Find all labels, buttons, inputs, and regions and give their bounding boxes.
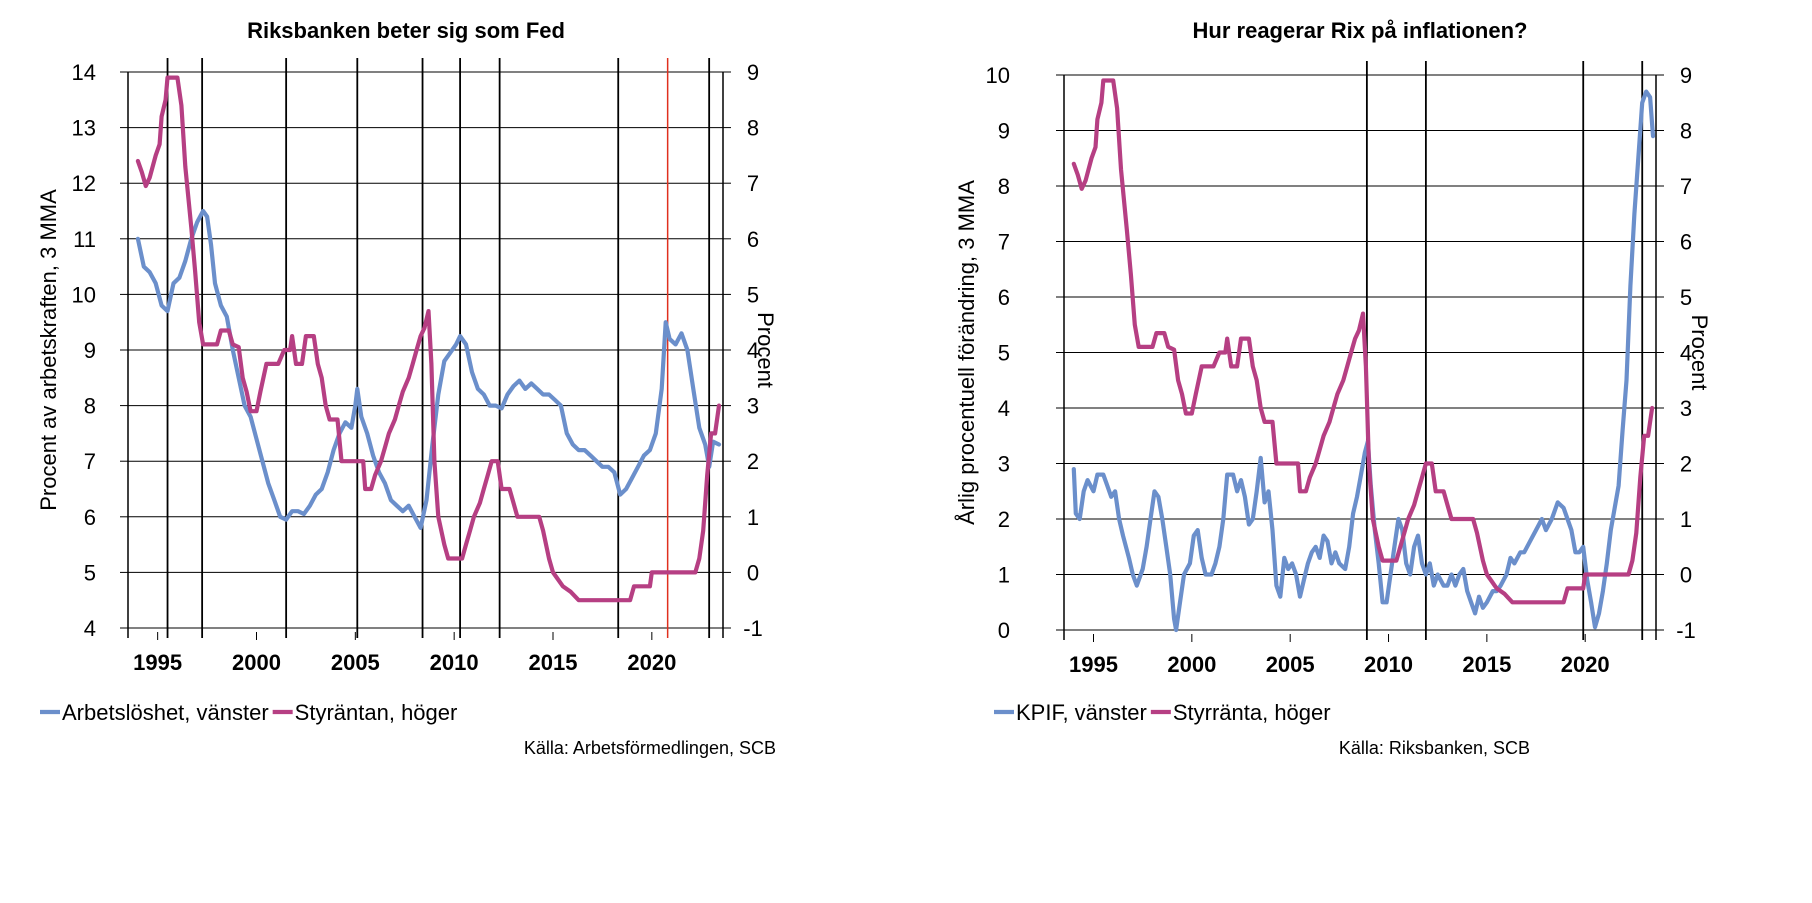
y-right-tick-label: 0 [1680, 563, 1692, 588]
y-left-tick-label: 7 [998, 230, 1010, 255]
chart-title: Riksbanken beter sig som Fed [247, 18, 565, 43]
legend-label: Styrränta, höger [1173, 700, 1331, 725]
y-left-tick-label: 13 [72, 116, 96, 141]
y-axis-left-label: Procent av arbetskraften, 3 MMA [36, 189, 61, 511]
y-right-tick-label: 8 [747, 116, 759, 141]
x-tick-label: 1995 [1069, 652, 1118, 677]
x-tick-label: 2010 [430, 650, 479, 675]
y-right-tick-label: 1 [1680, 507, 1692, 532]
y-left-tick-label: 5 [998, 341, 1010, 366]
chart-left-svg: Riksbanken beter sig som Fed456789101112… [36, 18, 778, 758]
x-tick-label: 2010 [1364, 652, 1413, 677]
y-right-tick-label: 5 [1680, 285, 1692, 310]
y-left-tick-label: 6 [84, 505, 96, 530]
chart-right-svg: Hur reagerar Rix på inflationen? 0 1 2 3 4 5 6 7… [954, 18, 1712, 758]
y-axis-right-label: Procent [1687, 315, 1712, 391]
y-left-tick-label: 0 [998, 618, 1010, 643]
y-left-tick-label: 9 [998, 119, 1010, 144]
chart-panel-left: Riksbanken beter sig som Fed 4 5 6 7 8 9 10 11 12… [0, 0, 906, 898]
y-left-tick-label: 14 [72, 60, 96, 85]
y-right-tick-label: 5 [747, 282, 759, 307]
y-right-tick-label: 9 [747, 60, 759, 85]
chart-title: Hur reagerar Rix på inflationen? [1193, 18, 1528, 43]
y-right-tick-label: 8 [1680, 119, 1692, 144]
y-left-tick-label: 7 [84, 449, 96, 474]
y-left-tick-label: 2 [998, 507, 1010, 532]
x-tick-label: 2015 [1462, 652, 1511, 677]
y-right-tick-label: 7 [1680, 174, 1692, 199]
y-right-tick-label: 3 [747, 394, 759, 419]
x-tick-label: 2020 [627, 650, 676, 675]
x-tick-label: 2005 [331, 650, 380, 675]
y-right-tick-label: 7 [747, 171, 759, 196]
x-tick-label: 2015 [529, 650, 578, 675]
series-line-right [1071, 78, 1655, 605]
x-tick-label: 2000 [232, 650, 281, 675]
y-left-tick-label: 3 [998, 452, 1010, 477]
y-right-tick-label: 1 [747, 505, 759, 530]
y-right-tick-label: 4 [1680, 341, 1692, 366]
y-left-tick-label: 8 [998, 174, 1010, 199]
x-tick-label: 2005 [1266, 652, 1315, 677]
legend-label: Styräntan, höger [295, 700, 458, 725]
series-line-right [135, 75, 722, 603]
y-left-tick-label: 11 [73, 227, 96, 252]
legend-label: KPIF, vänster [1016, 700, 1147, 725]
y-right-tick-label: 0 [747, 560, 759, 585]
x-tick-label: 2020 [1561, 652, 1610, 677]
series-line-left [135, 208, 722, 531]
y-left-tick-label: 8 [84, 394, 96, 419]
y-axis-right-label: Procent [753, 312, 778, 388]
y-left-tick-label: 10 [986, 63, 1010, 88]
y-left-tick-label: 1 [998, 563, 1010, 588]
y-right-tick-label: 2 [747, 449, 759, 474]
y-right-tick-label: 9 [1680, 63, 1692, 88]
y-left-tick-label: 6 [998, 285, 1010, 310]
y-right-tick-label: 6 [747, 227, 759, 252]
y-axis-left-label: Årlig procentuell förändring, 3 MMA [954, 180, 979, 525]
y-right-tick-label: -1 [1676, 618, 1696, 643]
y-left-tick-label: 4 [998, 396, 1010, 421]
source-note: Källa: Arbetsförmedlingen, SCB [524, 738, 776, 758]
y-left-tick-label: 4 [84, 616, 96, 641]
y-left-tick-label: 5 [84, 560, 96, 585]
chart-panel-right: Hur reagerar Rix på inflationen? 0 1 2 3 4 5 6 7… [906, 0, 1812, 898]
y-right-tick-label: 2 [1680, 452, 1692, 477]
y-left-tick-label: 10 [72, 282, 96, 307]
series-line-left [1071, 89, 1656, 633]
y-right-tick-label: 3 [1680, 396, 1692, 421]
x-tick-label: 2000 [1167, 652, 1216, 677]
legend-label: Arbetslöshet, vänster [62, 700, 269, 725]
y-right-tick-label: -1 [743, 616, 763, 641]
y-right-tick-label: 4 [747, 338, 759, 363]
x-tick-label: 1995 [133, 650, 182, 675]
source-note: Källa: Riksbanken, SCB [1339, 738, 1530, 758]
y-left-tick-label: 12 [72, 171, 96, 196]
y-left-tick-label: 9 [84, 338, 96, 363]
y-right-tick-label: 6 [1680, 230, 1692, 255]
